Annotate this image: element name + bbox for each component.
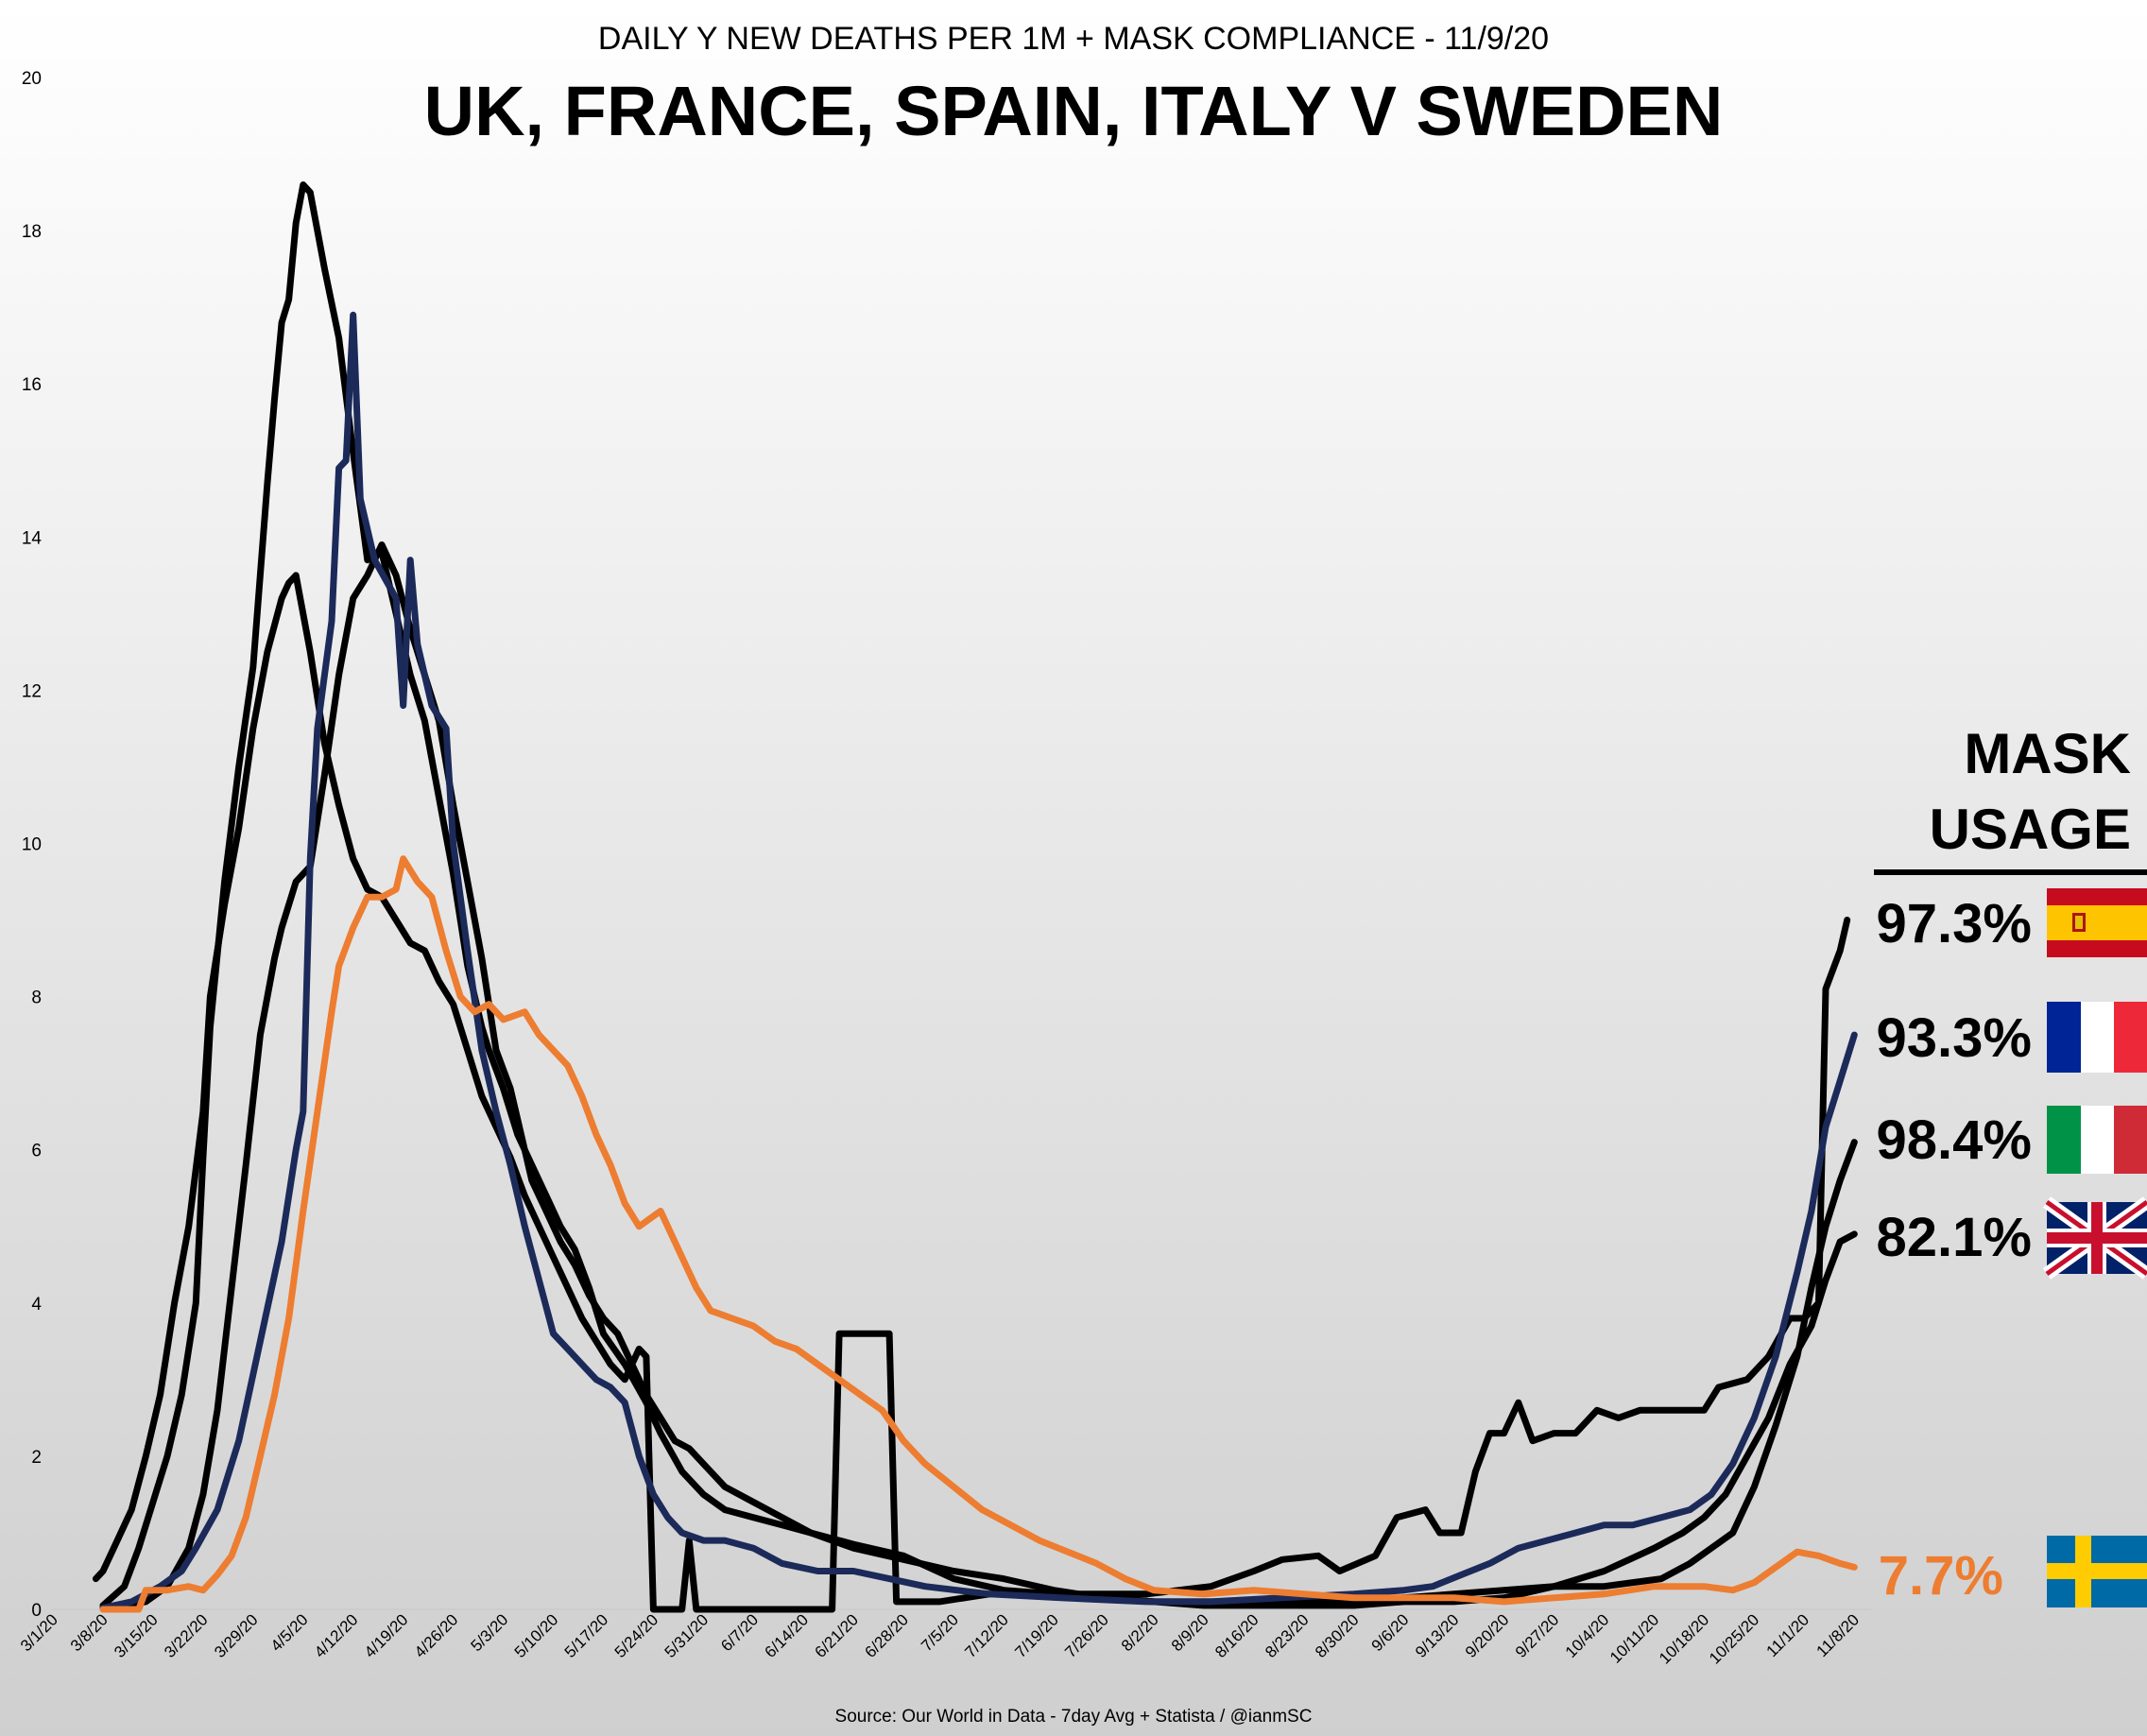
x-tick-label: 11/1/20 bbox=[1763, 1610, 1813, 1660]
x-tick-label: 8/9/20 bbox=[1168, 1610, 1212, 1655]
series-line-sweden bbox=[99, 855, 1858, 1613]
x-tick-label: 5/24/20 bbox=[611, 1610, 662, 1661]
mask-heading-line1: MASK bbox=[1964, 722, 2131, 785]
x-tick-label: 11/8/20 bbox=[1812, 1610, 1863, 1660]
series-layer bbox=[92, 181, 1858, 1613]
mask-usage-panel: MASK USAGE 97.3% 93.3% 98.4% 82.1% bbox=[1874, 722, 2147, 1607]
series-line-spain bbox=[92, 572, 1851, 1613]
x-tick-label: 7/26/20 bbox=[1061, 1610, 1112, 1661]
x-tick-label: 10/11/20 bbox=[1606, 1610, 1662, 1666]
x-tick-label: 9/27/20 bbox=[1512, 1610, 1563, 1661]
sweden-flag-icon bbox=[2047, 1536, 2147, 1607]
x-tick-label: 5/10/20 bbox=[511, 1610, 562, 1661]
x-tick-label: 4/5/20 bbox=[267, 1610, 312, 1655]
x-tick-label: 4/26/20 bbox=[411, 1610, 462, 1661]
france-flag-icon bbox=[2047, 1002, 2147, 1073]
sweden-mask-usage: 7.7% bbox=[1879, 1545, 2003, 1607]
x-tick-label: 7/12/20 bbox=[961, 1610, 1012, 1661]
x-tick-label: 3/15/20 bbox=[111, 1610, 162, 1661]
x-tick-label: 6/14/20 bbox=[762, 1610, 813, 1661]
x-tick-label: 6/28/20 bbox=[861, 1610, 912, 1661]
y-axis: 0 2 4 6 8 10 12 14 16 18 20 bbox=[22, 69, 43, 1621]
x-axis: 3/1/20 3/8/20 3/15/20 3/22/20 3/29/20 4/5/20 4… bbox=[17, 1610, 1863, 1667]
spain-mask-usage: 97.3% bbox=[1877, 893, 2032, 954]
source-note: Source: Our World in Data - 7day Avg + S… bbox=[835, 1707, 1313, 1727]
x-tick-label: 10/4/20 bbox=[1562, 1610, 1613, 1661]
spain-flag-icon bbox=[2047, 888, 2147, 957]
x-tick-label: 5/31/20 bbox=[661, 1610, 713, 1661]
x-tick-label: 5/3/20 bbox=[468, 1610, 512, 1655]
x-tick-label: 7/5/20 bbox=[918, 1610, 962, 1655]
mask-heading-line2: USAGE bbox=[1930, 798, 2131, 861]
chart-title: UK, FRANCE, SPAIN, ITALY V SWEDEN bbox=[424, 72, 1724, 150]
x-tick-label: 9/13/20 bbox=[1412, 1610, 1463, 1661]
y-tick-label: 16 bbox=[22, 375, 42, 395]
x-tick-label: 3/8/20 bbox=[67, 1610, 112, 1655]
x-tick-label: 7/19/20 bbox=[1011, 1610, 1062, 1661]
x-tick-label: 3/22/20 bbox=[161, 1610, 212, 1661]
series-line-france bbox=[99, 311, 1858, 1611]
y-tick-label: 14 bbox=[22, 528, 43, 548]
x-tick-label: 10/25/20 bbox=[1706, 1610, 1762, 1667]
x-tick-label: 9/6/20 bbox=[1368, 1610, 1413, 1655]
x-tick-label: 10/18/20 bbox=[1656, 1610, 1712, 1667]
y-tick-label: 18 bbox=[22, 222, 42, 242]
mask-heading-underline bbox=[1874, 869, 2147, 875]
uk-flag-icon bbox=[2042, 1196, 2147, 1280]
x-tick-label: 5/17/20 bbox=[561, 1610, 612, 1661]
x-tick-label: 8/2/20 bbox=[1118, 1610, 1162, 1655]
chart-subtitle: DAILY Y NEW DEATHS PER 1M + MASK COMPLIA… bbox=[598, 21, 1549, 57]
y-tick-label: 4 bbox=[31, 1295, 42, 1315]
italy-mask-usage: 98.4% bbox=[1877, 1109, 2032, 1171]
x-tick-label: 6/21/20 bbox=[812, 1610, 863, 1661]
y-tick-label: 6 bbox=[31, 1142, 42, 1161]
y-tick-label: 10 bbox=[22, 835, 42, 855]
uk-mask-usage: 82.1% bbox=[1877, 1207, 2032, 1268]
y-tick-label: 8 bbox=[31, 988, 42, 1008]
y-tick-label: 20 bbox=[22, 69, 42, 89]
x-tick-label: 8/23/20 bbox=[1262, 1610, 1313, 1661]
france-mask-usage: 93.3% bbox=[1877, 1007, 2032, 1069]
series-line-uk bbox=[99, 541, 1858, 1611]
x-tick-label: 8/16/20 bbox=[1211, 1610, 1262, 1661]
x-tick-label: 4/19/20 bbox=[361, 1610, 412, 1661]
x-tick-label: 8/30/20 bbox=[1312, 1610, 1363, 1661]
x-tick-label: 9/20/20 bbox=[1462, 1610, 1513, 1661]
italy-flag-icon bbox=[2047, 1106, 2147, 1174]
y-tick-label: 12 bbox=[22, 681, 42, 701]
x-tick-label: 4/12/20 bbox=[311, 1610, 362, 1661]
x-tick-label: 3/29/20 bbox=[211, 1610, 262, 1661]
y-tick-label: 0 bbox=[31, 1601, 42, 1621]
x-tick-label: 6/7/20 bbox=[717, 1610, 762, 1655]
y-tick-label: 2 bbox=[31, 1448, 42, 1468]
